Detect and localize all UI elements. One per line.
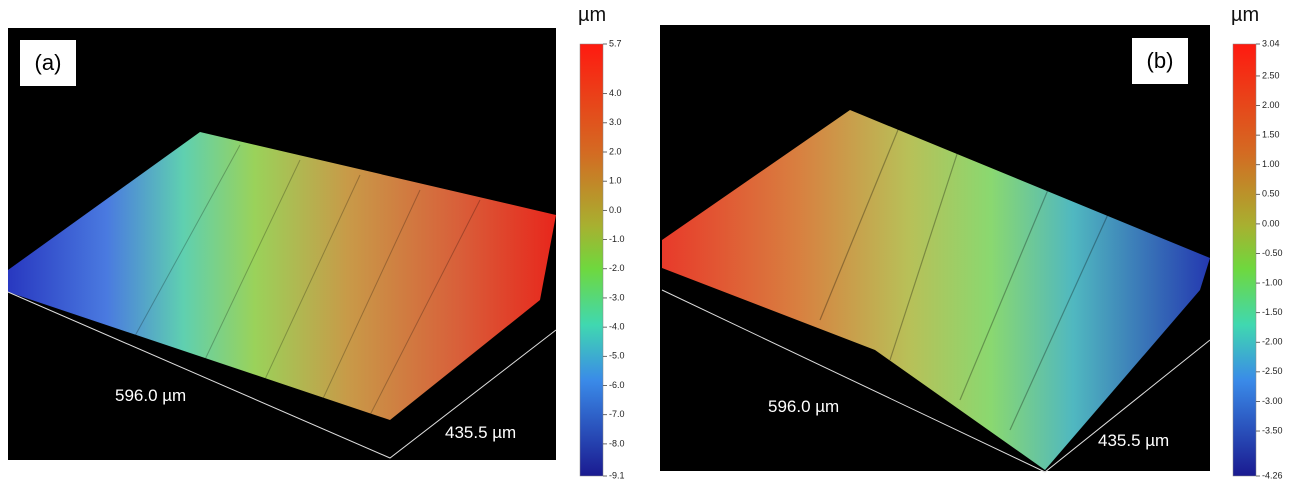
colorbar-tick-label: -0.50 bbox=[1262, 248, 1283, 258]
colorbar-tick-label: -6.0 bbox=[609, 380, 625, 390]
colorbar-tick-label: 0.50 bbox=[1262, 189, 1280, 199]
colorbar-tick-label: -7.0 bbox=[609, 409, 625, 419]
colorbar-tick-label: -2.00 bbox=[1262, 337, 1283, 347]
x-axis-label: 596.0 µm bbox=[768, 397, 839, 416]
colorbar-tick-label: -1.0 bbox=[609, 234, 625, 244]
colorbar-tick-label: 4.0 bbox=[609, 88, 622, 98]
colorbar-tick-label: 1.0 bbox=[609, 176, 622, 186]
colorbar-tick-label: -1.50 bbox=[1262, 307, 1283, 317]
figure: (a) 596.0 µm 435.5 µm (b) 596.0 µm 435.5… bbox=[0, 0, 1294, 483]
panel-label: (a) bbox=[35, 50, 62, 75]
colorbar-tick-label: 2.0 bbox=[609, 146, 622, 156]
colorbar-tick-label: -3.00 bbox=[1262, 396, 1283, 406]
colorbar-tick-label: 3.0 bbox=[609, 117, 622, 127]
colorbar-tick-label: -2.0 bbox=[609, 263, 625, 273]
colorbar-tick-label: -9.1 bbox=[609, 470, 625, 480]
y-axis-label: 435.5 µm bbox=[1098, 431, 1169, 450]
colorbar-tick-label: 2.50 bbox=[1262, 70, 1280, 80]
colorbar bbox=[1233, 44, 1256, 476]
colorbar-tick-label: -4.0 bbox=[609, 322, 625, 332]
colorbar-tick-label: 5.7 bbox=[609, 38, 622, 48]
colorbar-unit: µm bbox=[578, 4, 606, 26]
colorbar-tick-label: 0.0 bbox=[609, 205, 622, 215]
colorbar bbox=[580, 44, 603, 476]
colorbar-tick-label: -3.50 bbox=[1262, 425, 1283, 435]
panel-label: (b) bbox=[1147, 48, 1174, 73]
colorbar-tick-label: -1.00 bbox=[1262, 277, 1283, 287]
colorbar-tick-label: 1.50 bbox=[1262, 130, 1280, 140]
colorbar-tick-label: 3.04 bbox=[1262, 38, 1280, 48]
colorbar-tick-label: -5.0 bbox=[609, 351, 625, 361]
colorbar-tick-label: 2.00 bbox=[1262, 100, 1280, 110]
colorbar-tick-label: -8.0 bbox=[609, 438, 625, 448]
colorbar-tick-label: 1.00 bbox=[1262, 159, 1280, 169]
colorbar-tick-label: -3.0 bbox=[609, 292, 625, 302]
x-axis-label: 596.0 µm bbox=[115, 386, 186, 405]
colorbar-unit: µm bbox=[1231, 4, 1259, 26]
colorbar-tick-label: -2.50 bbox=[1262, 366, 1283, 376]
y-axis-label: 435.5 µm bbox=[445, 423, 516, 442]
colorbar-tick-label: -4.26 bbox=[1262, 470, 1283, 480]
colorbar-tick-label: 0.00 bbox=[1262, 218, 1280, 228]
